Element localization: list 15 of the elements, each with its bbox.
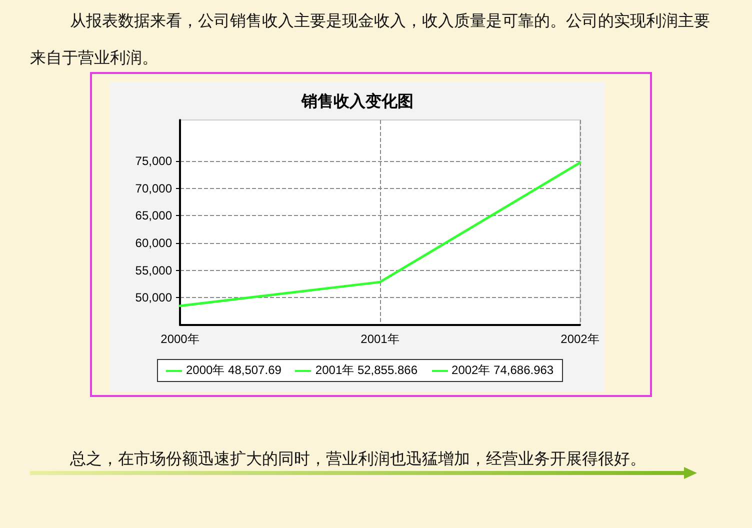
y-tick-label: 75,000 [135,154,172,168]
y-tick-label: 65,000 [135,208,172,223]
x-tick-label: 2000年 [160,332,200,346]
data-label: 2000年 48,507.69 [185,362,282,379]
y-tick-label: 70,000 [135,181,172,196]
text: 总之，在市场份额迅速扩大的同时，营业利润也迅猛增加，经营业务开展得很好。 [69,448,647,470]
y-tick-label: 60,000 [135,236,172,250]
y-tick-label: 50,000 [135,290,172,305]
text: 从报表数据来看，公司销售收入主要是现金收入，收入质量是可靠的。公司的实现利润主要来自于营业利润。 [30,10,710,69]
x-tick-label: 2002年 [560,332,600,346]
x-tick-label: 2001年 [360,332,400,346]
chart-title: 销售收入变化图 [300,92,414,110]
data-label: 2001年 52,855.866 [314,362,418,379]
y-tick-label: 55,000 [135,263,172,278]
data-label: 2002年 74,686.963 [450,362,554,379]
